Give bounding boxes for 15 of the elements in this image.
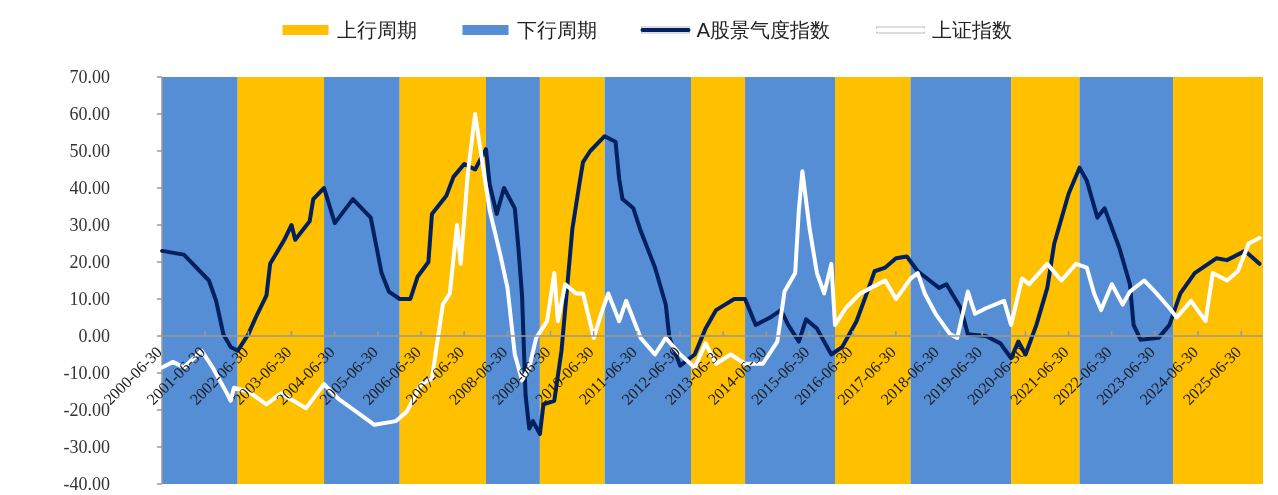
legend-label: 下行周期 — [516, 18, 597, 42]
y-tick-label: 70.00 — [69, 67, 110, 87]
y-tick-label: 60.00 — [69, 104, 110, 124]
y-tick-label: 40.00 — [69, 178, 110, 198]
y-tick-label: 10.00 — [69, 289, 110, 309]
y-tick-label: 20.00 — [69, 252, 110, 272]
y-tick-label: 30.00 — [69, 215, 110, 235]
y-tick-label: 50.00 — [69, 141, 110, 161]
y-tick-label: -30.00 — [63, 437, 110, 457]
y-tick-label: -20.00 — [63, 400, 110, 420]
legend-label: 上证指数 — [931, 18, 1012, 42]
y-tick-label: 0.00 — [78, 326, 110, 346]
legend-label: A股景气度指数 — [696, 18, 831, 42]
y-tick-label: -40.00 — [63, 474, 110, 494]
legend-label: 上行周期 — [336, 18, 417, 42]
